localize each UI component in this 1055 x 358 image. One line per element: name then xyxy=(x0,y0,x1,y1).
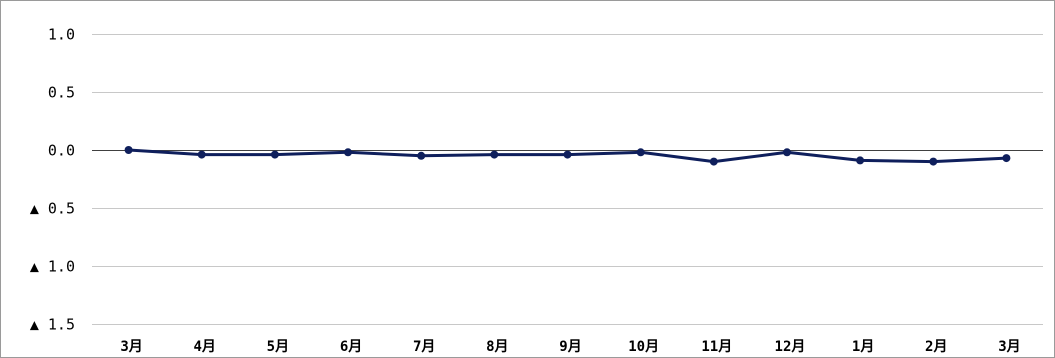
x-tick-label: 2月 xyxy=(925,339,947,355)
data-point xyxy=(490,150,499,159)
y-axis-tick-labels: 1.0 0.5 0.0 ▲ 0.5 ▲ 1.0 ▲ 1.5 xyxy=(30,26,75,334)
x-tick-label: 3月 xyxy=(120,339,142,355)
x-tick-label: 3月 xyxy=(998,339,1020,355)
x-tick-label: 8月 xyxy=(486,339,508,355)
data-point xyxy=(417,151,426,160)
data-point xyxy=(636,148,645,157)
x-tick-label: 10月 xyxy=(628,339,659,355)
data-point xyxy=(1002,154,1011,163)
grid-lines xyxy=(92,34,1043,325)
x-tick-label: 9月 xyxy=(559,339,581,355)
y-tick-label: ▲ 1.0 xyxy=(30,258,75,276)
x-tick-label: 12月 xyxy=(775,339,806,355)
y-tick-label: 0.5 xyxy=(48,84,75,102)
x-axis-tick-labels: 3月 4月 5月 6月 7月 8月 9月 10月 11月 12月 1月 2月 3月 xyxy=(120,339,1020,355)
x-tick-label: 5月 xyxy=(267,339,289,355)
data-point xyxy=(124,146,133,154)
y-tick-label: ▲ 1.5 xyxy=(30,316,75,334)
x-tick-label: 6月 xyxy=(340,339,362,355)
y-tick-label: 0.0 xyxy=(48,142,75,160)
data-point xyxy=(563,150,572,159)
data-point xyxy=(709,157,718,166)
x-tick-label: 7月 xyxy=(413,339,435,355)
data-point xyxy=(270,150,279,159)
data-point xyxy=(197,150,206,159)
series-line-group xyxy=(124,146,1011,166)
data-point xyxy=(344,148,352,157)
x-tick-label: 4月 xyxy=(194,339,216,355)
data-point xyxy=(929,157,938,166)
y-tick-label: ▲ 0.5 xyxy=(30,200,75,218)
data-point xyxy=(783,148,791,157)
x-tick-label: 1月 xyxy=(852,339,874,355)
data-point xyxy=(856,156,865,165)
x-tick-label: 11月 xyxy=(701,339,732,355)
y-tick-label: 1.0 xyxy=(48,26,75,44)
